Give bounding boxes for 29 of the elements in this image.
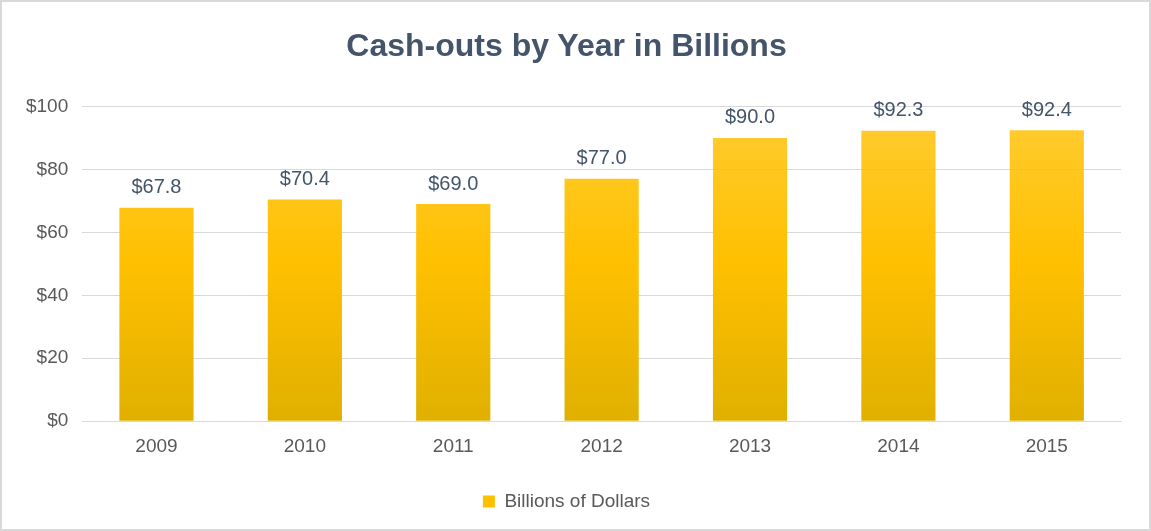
- y-tick-label: $60: [36, 220, 69, 242]
- data-label: $69.0: [428, 171, 479, 194]
- bar: [712, 137, 788, 421]
- x-tick-label: 2010: [283, 434, 326, 456]
- bar: [119, 207, 194, 421]
- bar: [416, 203, 491, 421]
- data-label: $92.3: [873, 98, 924, 121]
- y-tick-label: $20: [36, 346, 69, 368]
- y-tick-label: $40: [36, 283, 69, 305]
- legend-label: Billions of Dollars: [504, 489, 651, 511]
- bar: [267, 199, 342, 421]
- y-tick-label: $80: [36, 157, 69, 179]
- x-tick-label: 2013: [728, 434, 772, 456]
- data-label: $70.4: [279, 167, 330, 190]
- data-label: $77.0: [576, 146, 627, 169]
- data-label: $92.4: [1021, 97, 1072, 120]
- bar: [564, 178, 639, 421]
- y-tick-label: $100: [25, 94, 69, 116]
- x-tick-label: 2012: [580, 434, 623, 456]
- x-tick-label: 2009: [135, 434, 178, 456]
- x-tick-label: 2011: [432, 434, 474, 456]
- data-label: $67.8: [131, 175, 182, 198]
- bar: [1009, 130, 1084, 421]
- x-tick-label: 2015: [1025, 434, 1068, 456]
- data-label: $90.0: [724, 105, 776, 128]
- chart-title: Cash-outs by Year in Billions: [346, 27, 787, 64]
- x-tick-label: 2014: [877, 434, 920, 456]
- bar: [861, 130, 936, 421]
- y-tick-label: $0: [47, 409, 69, 431]
